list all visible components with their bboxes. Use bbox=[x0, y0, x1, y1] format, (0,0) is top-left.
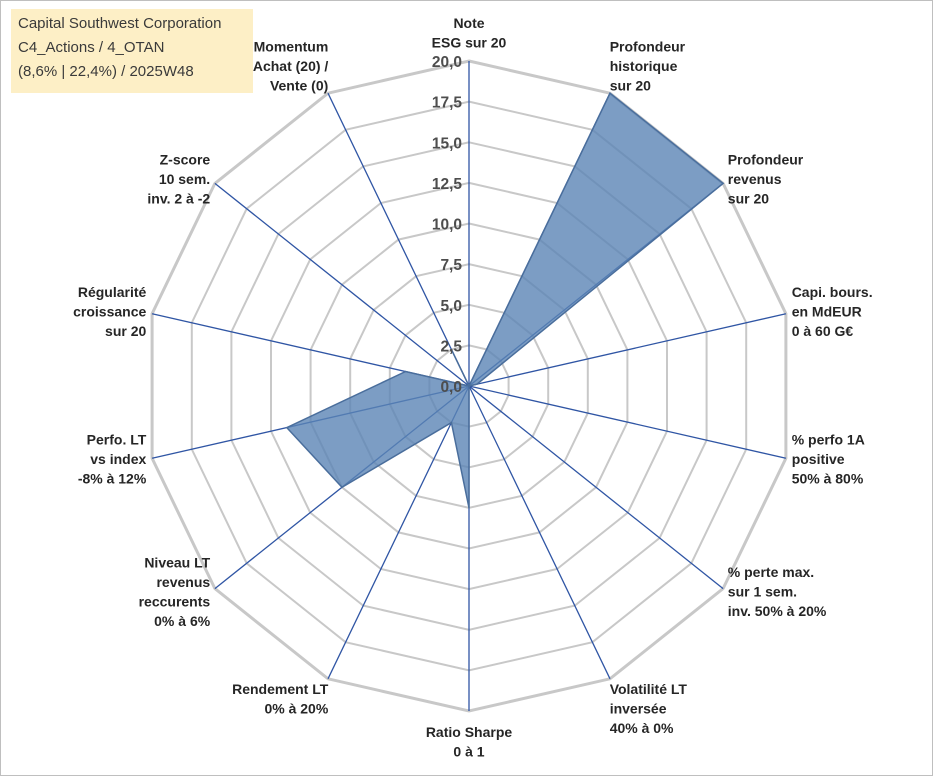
data-point-8 bbox=[468, 507, 470, 509]
axis-label-line: inv. 2 à -2 bbox=[147, 190, 210, 206]
axis-label-line: Capi. bours. bbox=[792, 284, 873, 300]
axis-label-line: positive bbox=[792, 451, 845, 467]
axis-label-line: Z-score bbox=[160, 151, 211, 167]
axis-label-line: 50% à 80% bbox=[792, 470, 864, 486]
axis-label-11: Perfo. LT vs index -8% à 12% bbox=[78, 431, 147, 486]
axis-label-4: Capi. bours. en MdEUR 0 à 60 G€ bbox=[792, 284, 873, 339]
radar-tick-labels: 0,0 2,5 5,0 7,5 10,0 12,5 15,0 17,5 20,0 bbox=[432, 54, 463, 396]
axis-spoke-14 bbox=[327, 92, 470, 387]
tick-label: 5,0 bbox=[440, 298, 462, 315]
data-point-4 bbox=[476, 383, 478, 385]
axis-label-line: Niveau LT bbox=[144, 554, 210, 570]
data-point-13 bbox=[468, 385, 470, 387]
info-category: C4_Actions / 4_OTAN bbox=[18, 39, 165, 56]
axis-label-line: 40% à 0% bbox=[610, 720, 674, 736]
axis-label-line: inv. 50% à 20% bbox=[728, 603, 827, 619]
axis-label-2: Profondeur historique sur 20 bbox=[610, 38, 686, 93]
axis-spoke-7 bbox=[468, 385, 611, 680]
axis-label-line: Momentum bbox=[254, 38, 329, 54]
data-point-10 bbox=[341, 486, 343, 488]
axis-label-line: 0% à 20% bbox=[264, 701, 328, 717]
axis-label-9: Rendement LT 0% à 20% bbox=[232, 681, 329, 717]
data-point-3 bbox=[722, 182, 724, 184]
axis-label-line: sur 20 bbox=[105, 323, 146, 339]
axis-label-line: en MdEUR bbox=[792, 304, 862, 320]
axis-label-line: sur 20 bbox=[610, 77, 651, 93]
axis-label-line: revenus bbox=[728, 171, 782, 187]
axis-label-line: Rendement LT bbox=[232, 681, 329, 697]
axis-label-12: Régularité croissance sur 20 bbox=[73, 284, 146, 339]
axis-label-7: Volatilité LT inversée 40% à 0% bbox=[610, 681, 688, 736]
axis-label-13: Z-score 10 sem. inv. 2 à -2 bbox=[147, 151, 210, 206]
axis-label-line: Profondeur bbox=[610, 38, 686, 54]
data-point-14 bbox=[450, 348, 452, 350]
tick-label: 10,0 bbox=[432, 217, 462, 234]
axis-label-line: Régularité bbox=[78, 284, 147, 300]
axis-label-14: Momentum Achat (20) / Vente (0) bbox=[253, 38, 329, 93]
tick-label: 7,5 bbox=[440, 257, 462, 274]
axis-label-1: Note ESG sur 20 bbox=[432, 15, 507, 51]
axis-label-10: Niveau LT revenus reccurents 0% à 6% bbox=[139, 554, 211, 629]
tick-label: 15,0 bbox=[432, 135, 462, 152]
radar-series bbox=[285, 92, 725, 509]
axis-label-line: Profondeur bbox=[728, 151, 804, 167]
data-point-12 bbox=[405, 370, 407, 373]
info-box: Capital Southwest Corporation C4_Actions… bbox=[11, 9, 253, 93]
axis-label-5: % perfo 1A positive 50% à 80% bbox=[792, 431, 865, 486]
axis-spoke-13 bbox=[214, 182, 470, 387]
axis-label-line: 10 sem. bbox=[159, 171, 210, 187]
axis-label-8: Ratio Sharpe 0 à 1 bbox=[426, 724, 513, 760]
axis-label-line: Vente (0) bbox=[270, 77, 328, 93]
axis-label-6: % perte max. sur 1 sem. inv. 50% à 20% bbox=[728, 564, 827, 619]
axis-label-line: Note bbox=[453, 15, 484, 31]
axis-label-line: vs index bbox=[90, 451, 146, 467]
tick-label: 0,0 bbox=[440, 379, 462, 396]
axis-label-line: Ratio Sharpe bbox=[426, 724, 513, 740]
data-point-11 bbox=[286, 427, 288, 429]
axis-spoke-6 bbox=[468, 385, 724, 590]
radar-axis-labels: Note ESG sur 20 Profondeur historique sur 20… bbox=[73, 15, 872, 760]
axis-label-line: revenus bbox=[156, 574, 210, 590]
axis-label-line: inversée bbox=[610, 701, 667, 717]
axis-spoke-9 bbox=[327, 385, 470, 680]
axis-label-line: Volatilité LT bbox=[610, 681, 688, 697]
tick-label: 2,5 bbox=[440, 338, 462, 355]
data-point-9 bbox=[450, 422, 452, 424]
axis-label-line: 0% à 6% bbox=[154, 613, 211, 629]
tick-label: 17,5 bbox=[432, 95, 463, 112]
axis-label-line: -8% à 12% bbox=[78, 470, 147, 486]
info-stats: (8,6% | 22,4%) / 2025W48 bbox=[18, 63, 194, 80]
axis-spoke-5 bbox=[468, 385, 787, 459]
axis-label-line: Achat (20) / bbox=[253, 58, 329, 74]
axis-label-3: Profondeur revenus sur 20 bbox=[728, 151, 804, 206]
tick-label: 12,5 bbox=[432, 176, 463, 193]
axis-label-line: % perfo 1A bbox=[792, 431, 865, 447]
data-point-2 bbox=[609, 92, 611, 94]
info-company-name: Capital Southwest Corporation bbox=[18, 15, 222, 32]
axis-label-line: 0 à 60 G€ bbox=[792, 323, 854, 339]
axis-label-line: historique bbox=[610, 58, 678, 74]
series-area-1 bbox=[285, 92, 725, 509]
axis-label-line: % perte max. bbox=[728, 564, 814, 580]
axis-spoke-4 bbox=[468, 313, 787, 387]
axis-label-line: sur 1 sem. bbox=[728, 584, 797, 600]
axis-label-line: ESG sur 20 bbox=[432, 35, 507, 51]
tick-label: 20,0 bbox=[432, 54, 462, 71]
axis-label-line: reccurents bbox=[139, 593, 211, 609]
axis-label-line: sur 20 bbox=[728, 190, 769, 206]
axis-label-line: 0 à 1 bbox=[453, 744, 484, 760]
axis-label-line: Perfo. LT bbox=[87, 431, 147, 447]
axis-label-line: croissance bbox=[73, 304, 146, 320]
